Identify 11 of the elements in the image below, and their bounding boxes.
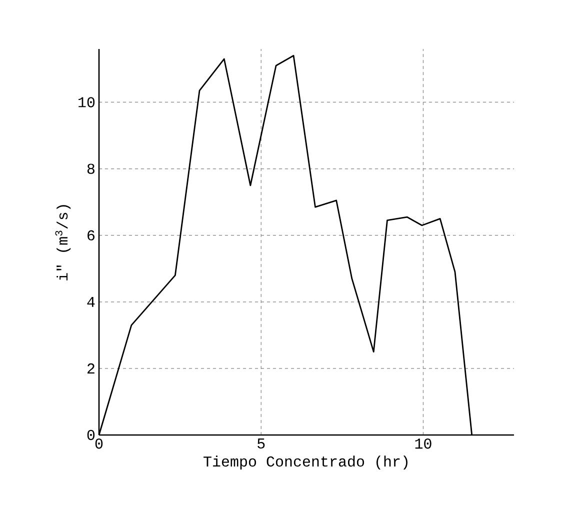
y-tick-label: 0 <box>87 430 95 440</box>
x-tick-label: 0 <box>95 438 103 449</box>
y-tick-label: 2 <box>88 363 94 374</box>
y-tick-label: 10 <box>78 97 95 108</box>
y-tick-label: 8 <box>87 164 94 174</box>
y-tick-label: 4 <box>87 296 95 307</box>
x-tick-label: 10 <box>415 438 432 449</box>
x-axis-title: Tiempo Concentrado (hr) <box>204 456 408 470</box>
y-axis-title: i" (m$^{3}$/s) <box>55 205 71 280</box>
x-tick-label: 5 <box>258 438 265 449</box>
y-tick-label: 6 <box>88 230 94 240</box>
